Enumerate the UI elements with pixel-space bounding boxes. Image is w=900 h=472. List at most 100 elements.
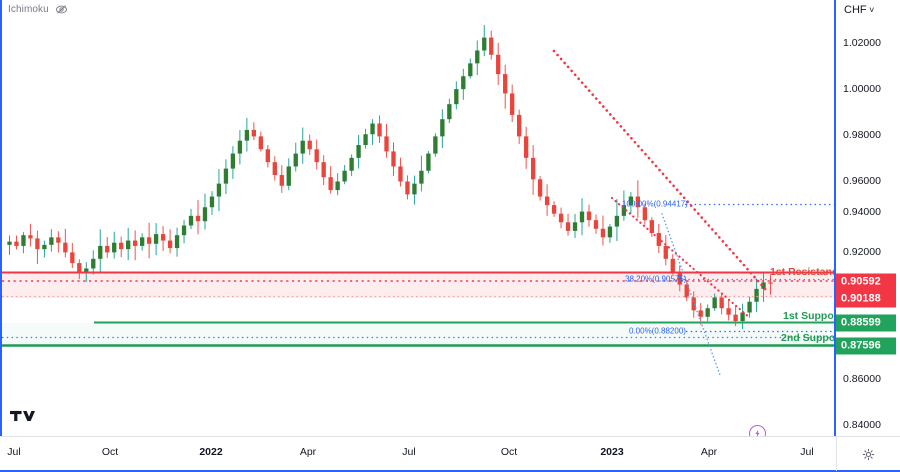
candle-body bbox=[335, 181, 340, 191]
candle-body bbox=[223, 168, 229, 184]
price-tick: 0.86000 bbox=[843, 373, 881, 385]
candle-body bbox=[468, 63, 473, 77]
candle-body bbox=[572, 222, 578, 231]
candle-body bbox=[314, 149, 319, 163]
candle-body bbox=[593, 220, 599, 229]
price-axis-symbol[interactable]: CHF ˅ bbox=[844, 4, 875, 16]
fib-channel-line bbox=[661, 213, 721, 376]
candle-body bbox=[265, 149, 270, 163]
candle-body bbox=[705, 308, 710, 317]
candle-body bbox=[21, 235, 26, 246]
candle-body bbox=[56, 237, 61, 243]
candle-body bbox=[321, 162, 326, 178]
candle-body bbox=[684, 284, 689, 298]
candle-body bbox=[293, 153, 298, 167]
candle-body bbox=[35, 238, 40, 250]
price-tag-resistance: 0.90592 bbox=[836, 273, 896, 291]
frame-left-border bbox=[0, 0, 2, 456]
candle-body bbox=[628, 196, 634, 206]
candle-body bbox=[733, 314, 738, 322]
time-tick: Jul bbox=[402, 446, 416, 458]
candle-body bbox=[635, 196, 641, 208]
candle-body bbox=[307, 140, 312, 150]
candle-body bbox=[454, 89, 459, 105]
candle-body bbox=[146, 237, 152, 244]
candle-body bbox=[28, 235, 33, 239]
candle-body bbox=[579, 211, 585, 223]
candle-body bbox=[391, 151, 396, 167]
candle-body bbox=[461, 76, 466, 90]
candle-body bbox=[621, 205, 627, 216]
candle-body bbox=[537, 179, 543, 197]
candle-body bbox=[356, 144, 361, 158]
eye-crossed-icon[interactable] bbox=[55, 3, 68, 16]
candle-body bbox=[754, 288, 759, 302]
candle-body bbox=[77, 263, 82, 273]
time-axis[interactable]: Jul Oct 2022 Apr Jul Oct 2023 Apr Jul bbox=[0, 436, 900, 471]
candle-body bbox=[475, 50, 480, 64]
candle-body bbox=[565, 222, 571, 231]
candle-body bbox=[7, 241, 12, 245]
candle-body bbox=[719, 297, 724, 309]
candle-body bbox=[202, 207, 208, 222]
candle-body bbox=[642, 207, 647, 221]
time-tick: 2022 bbox=[199, 446, 223, 458]
candle-body bbox=[433, 136, 438, 154]
time-tick: Jul bbox=[800, 446, 814, 458]
annotation-2nd-support: 2nd Support bbox=[781, 332, 834, 344]
candle-body bbox=[426, 153, 431, 171]
tradingview-logo[interactable] bbox=[10, 408, 36, 424]
candle-body bbox=[63, 242, 68, 253]
trendline-primary-downtrend bbox=[552, 49, 768, 292]
candle-body bbox=[349, 157, 354, 171]
candle-body bbox=[14, 241, 19, 246]
candle-body bbox=[377, 123, 382, 137]
candle-body bbox=[586, 211, 592, 221]
gear-icon[interactable] bbox=[862, 448, 875, 461]
price-tick: 0.98000 bbox=[843, 129, 881, 141]
candle-body bbox=[761, 282, 766, 289]
time-tick: Oct bbox=[101, 446, 119, 458]
candle-body bbox=[370, 123, 375, 135]
candle-body bbox=[153, 234, 159, 244]
candle-body bbox=[70, 252, 75, 264]
candle-body bbox=[244, 129, 250, 141]
candle-body bbox=[167, 240, 173, 249]
time-tick: Apr bbox=[299, 446, 317, 458]
candle-body bbox=[363, 134, 368, 145]
candle-body bbox=[42, 244, 47, 250]
candle-body bbox=[98, 245, 103, 259]
candle-body bbox=[279, 175, 284, 186]
candle-body bbox=[328, 177, 333, 191]
price-tick: 0.96000 bbox=[843, 175, 881, 187]
candle-body bbox=[258, 136, 263, 150]
candle-body bbox=[300, 140, 305, 154]
candle-body bbox=[230, 153, 236, 169]
candle-body bbox=[600, 228, 606, 238]
candle-body bbox=[677, 271, 682, 285]
chart-plot-area[interactable]: 1st Resistance 1st Support 2nd Support 1… bbox=[2, 0, 834, 436]
candle-body bbox=[174, 235, 180, 249]
candle-body bbox=[747, 301, 752, 313]
resistance-zone-band bbox=[2, 272, 834, 298]
candle-body bbox=[209, 196, 215, 208]
time-tick: Apr bbox=[700, 446, 718, 458]
annotation-1st-resistance: 1st Resistance bbox=[770, 266, 834, 278]
candle-body bbox=[517, 114, 522, 137]
candle-body bbox=[496, 54, 501, 75]
candle-body bbox=[195, 215, 201, 222]
candle-body bbox=[105, 245, 110, 253]
candle-body bbox=[237, 140, 243, 154]
candle-body bbox=[447, 104, 452, 120]
price-tick: 1.02000 bbox=[843, 37, 881, 49]
candle-body bbox=[740, 312, 745, 322]
frame-axis-divider bbox=[834, 0, 836, 456]
candle-body bbox=[614, 215, 620, 227]
candle-body bbox=[440, 119, 445, 137]
fib-label-100: 100.00%(0.94417) bbox=[622, 199, 688, 209]
indicator-legend[interactable]: Ichimoku bbox=[8, 3, 68, 16]
price-axis[interactable]: CHF ˅ 1.02000 1.00000 0.98000 0.96000 0.… bbox=[836, 0, 900, 436]
candle-body bbox=[510, 93, 515, 115]
price-tick: 0.92000 bbox=[843, 246, 881, 258]
candle-body bbox=[188, 215, 194, 226]
